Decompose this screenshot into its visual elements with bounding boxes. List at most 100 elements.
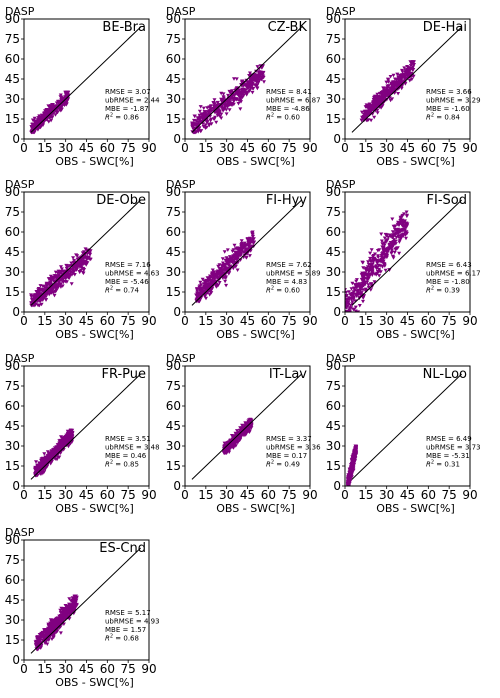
stat-text: MBE = 4.83 <box>266 278 307 286</box>
data-point <box>83 255 88 260</box>
data-point <box>71 271 76 276</box>
data-point <box>60 619 65 624</box>
data-point <box>195 289 200 294</box>
data-point <box>224 283 229 288</box>
x-tick-label: 30 <box>379 141 394 155</box>
x-tick-label: 60 <box>100 662 115 676</box>
data-point <box>58 93 63 97</box>
x-tick-label: 90 <box>462 141 477 155</box>
data-point <box>363 267 368 272</box>
data-point <box>48 104 53 108</box>
y-tick-label: 60 <box>5 399 20 413</box>
data-point <box>347 309 352 312</box>
data-point <box>391 256 396 260</box>
data-point <box>251 237 256 241</box>
data-point <box>215 271 220 275</box>
stat-text: RMSE = 6.49 <box>426 435 472 443</box>
data-point <box>255 65 260 69</box>
y-tick-label: 90 <box>326 359 341 373</box>
data-point <box>197 113 202 118</box>
data-point <box>351 457 356 461</box>
data-point <box>40 635 45 640</box>
y-tick-label: 90 <box>5 359 20 373</box>
data-point <box>194 123 198 127</box>
data-point <box>216 283 221 287</box>
y-tick-label: 90 <box>5 185 20 199</box>
data-point <box>349 287 354 291</box>
data-point <box>221 95 226 99</box>
data-point <box>234 257 239 262</box>
data-point <box>224 112 229 116</box>
data-point <box>74 596 79 600</box>
data-point <box>61 608 66 612</box>
y-tick-label: 0 <box>12 132 20 146</box>
data-point <box>365 111 369 115</box>
y-tick-label: 45 <box>5 245 20 259</box>
data-point <box>377 267 381 272</box>
data-point <box>359 118 364 123</box>
data-point <box>49 627 54 631</box>
x-tick-label: 75 <box>442 488 457 502</box>
data-point <box>215 112 220 116</box>
data-point <box>221 92 226 96</box>
data-point <box>365 280 370 284</box>
data-point <box>65 429 70 434</box>
x-axis-label: OBS - SWC[%] <box>55 676 134 689</box>
data-point <box>212 102 217 107</box>
x-tick-label: 15 <box>37 662 52 676</box>
y-tick-label: 30 <box>5 439 20 453</box>
x-tick-label: 75 <box>442 141 457 155</box>
data-point <box>71 270 76 274</box>
data-point <box>251 87 256 91</box>
panel-title: DE-Obe <box>96 193 146 208</box>
data-point <box>224 108 229 112</box>
data-point <box>67 609 72 613</box>
data-point <box>397 86 402 90</box>
stat-text: RMSE = 8.41 <box>266 88 312 96</box>
data-point <box>50 453 55 458</box>
data-point <box>76 265 81 269</box>
data-point <box>242 253 247 258</box>
data-point <box>32 296 36 301</box>
data-point <box>247 244 251 249</box>
data-point <box>381 87 386 91</box>
x-axis-label: OBS - SWC[%] <box>376 502 455 515</box>
y-tick-label: 60 <box>166 399 181 413</box>
data-point <box>238 92 243 97</box>
data-point <box>70 604 74 608</box>
data-point <box>194 293 199 297</box>
data-point <box>54 289 59 293</box>
data-point <box>45 292 50 296</box>
y-tick-label: 0 <box>333 132 341 146</box>
y-tick-label: 0 <box>12 653 20 667</box>
data-point <box>226 93 231 98</box>
data-point <box>246 238 251 243</box>
y-tick-label: 45 <box>326 72 341 86</box>
data-point <box>368 288 373 292</box>
data-point <box>385 248 390 252</box>
data-point <box>346 477 351 482</box>
data-point <box>240 83 244 87</box>
data-point <box>43 467 48 471</box>
y-axis-label: DASP <box>326 352 356 365</box>
x-tick-label: 60 <box>261 488 276 502</box>
data-point <box>64 613 69 618</box>
data-point <box>58 608 63 613</box>
data-point <box>64 263 69 268</box>
data-point <box>68 438 72 442</box>
x-tick-label: 30 <box>219 488 234 502</box>
y-tick-label: 90 <box>166 359 181 373</box>
data-point <box>250 82 255 86</box>
data-point <box>359 273 364 277</box>
y-tick-label: 15 <box>5 633 20 647</box>
data-point <box>56 274 61 279</box>
data-point <box>237 436 242 441</box>
data-point <box>197 109 202 114</box>
data-point <box>351 307 356 312</box>
y-tick-label: 15 <box>326 285 341 299</box>
stat-text: MBE = -5.31 <box>426 452 470 460</box>
data-point <box>397 73 402 78</box>
y-tick-label: 60 <box>166 52 181 66</box>
data-point <box>37 461 42 465</box>
data-point <box>357 282 362 286</box>
